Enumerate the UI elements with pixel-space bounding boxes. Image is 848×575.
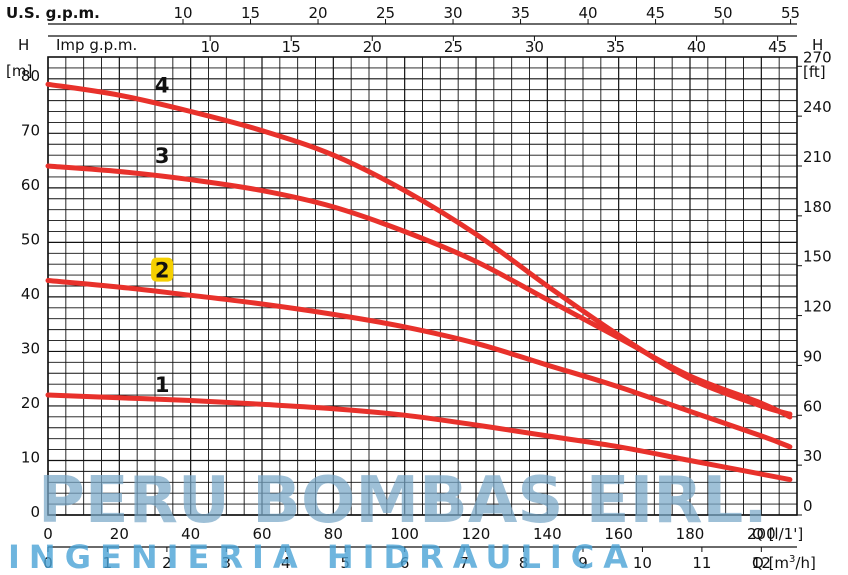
unit-superscript: 3: [789, 554, 795, 565]
tick-label-right: 240: [803, 98, 832, 116]
series-line-4: [45, 81, 793, 417]
unit-suffix: /h]: [795, 554, 815, 572]
curve-label-4: 4: [155, 73, 170, 97]
tick-label-left: 80: [21, 67, 40, 85]
tick-label-m3h: 11: [692, 554, 711, 572]
left-axis-unit: [m]: [6, 62, 32, 80]
curve-label-highlight: [151, 257, 174, 282]
watermark-company: PERU BOMBAS EIRL.: [38, 464, 768, 538]
tick-label-right: 270: [803, 48, 832, 66]
tick-label-m3h: 4: [281, 554, 291, 572]
tick-label-usgpm: 40: [579, 4, 598, 22]
tick-label-lmin: 180: [676, 525, 705, 543]
tick-label-usgpm: 55: [781, 4, 800, 22]
tick-label-m3h: 2: [162, 554, 172, 572]
top-axis-impgpm-label: Imp g.p.m.: [56, 36, 137, 54]
tick-label-impgpm: 40: [687, 38, 706, 56]
tick-label-impgpm: 20: [363, 38, 382, 56]
tick-label-impgpm: 15: [282, 38, 301, 56]
tick-label-left: 70: [21, 121, 40, 139]
tick-label-impgpm: 30: [525, 38, 544, 56]
tick-label-m3h: 12: [752, 554, 771, 572]
curve-label-2: 2: [155, 259, 170, 283]
tick-label-usgpm: 10: [173, 4, 192, 22]
curve-label-3: 3: [155, 144, 170, 168]
tick-label-usgpm: 20: [308, 4, 327, 22]
tick-label-usgpm: 15: [241, 4, 260, 22]
watermark: PERU BOMBAS EIRL. INGENIERIA HIDRAULICA: [8, 464, 768, 575]
tick-label-left: 30: [21, 339, 40, 357]
tick-label-lmin: 40: [181, 525, 200, 543]
tick-label-m3h: 9: [578, 554, 588, 572]
tick-label-m3h: 7: [459, 554, 469, 572]
tick-label-left: 40: [21, 285, 40, 303]
chart-grid: [47, 56, 798, 516]
tick-label-usgpm: 45: [646, 4, 665, 22]
tick-label-usgpm: 50: [714, 4, 733, 22]
tick-label-impgpm: 25: [444, 38, 463, 56]
tick-label-lmin: 20: [110, 525, 129, 543]
right-axis-label: H: [812, 36, 823, 54]
tick-label-right: 30: [803, 447, 822, 465]
left-axis-label: H: [18, 36, 29, 54]
series-line-1: [45, 392, 793, 483]
tick-label-right: 60: [803, 397, 822, 415]
tick-label-left: 20: [21, 394, 40, 412]
tick-label-left: 50: [21, 230, 40, 248]
top-axis-usgpm-label: U.S. g.p.m.: [6, 4, 100, 22]
tick-label-m3h: 1: [103, 554, 113, 572]
tick-label-m3h: 8: [519, 554, 529, 572]
tick-label-right: 180: [803, 198, 832, 216]
tick-label-lmin: 100: [390, 525, 419, 543]
tick-label-m3h: 5: [340, 554, 350, 572]
tick-label-usgpm: 30: [443, 4, 462, 22]
bottom-axis-m3h-label: Q [m3/h]: [752, 554, 816, 572]
tick-label-m3h: 6: [400, 554, 410, 572]
watermark-subtitle: INGENIERIA HIDRAULICA: [8, 538, 637, 575]
tick-label-impgpm: 45: [768, 38, 787, 56]
plot-frame: [47, 56, 798, 516]
tick-label-lmin: 80: [324, 525, 343, 543]
series-line-2: [45, 278, 793, 450]
tick-label-lmin: 160: [604, 525, 633, 543]
tick-label-left: 0: [30, 503, 40, 521]
tick-label-right: 150: [803, 248, 832, 266]
tick-label-impgpm: 10: [201, 38, 220, 56]
tick-label-m3h: 10: [633, 554, 652, 572]
tick-label-right: 90: [803, 347, 822, 365]
tick-label-usgpm: 35: [511, 4, 530, 22]
tick-label-lmin: 60: [252, 525, 271, 543]
tick-label-right: 120: [803, 298, 832, 316]
bottom-axis-lmin-label: Q [l/1']: [752, 525, 803, 543]
right-axis-unit: [ft]: [803, 63, 826, 81]
tick-label-right: 0: [803, 497, 813, 515]
curve-labels: 1 2 3 4: [151, 73, 174, 397]
curve-label-1: 1: [155, 373, 170, 397]
tick-label-right: 210: [803, 148, 832, 166]
tick-label-m3h: 0: [43, 554, 53, 572]
tick-label-left: 60: [21, 176, 40, 194]
tick-label-impgpm: 35: [606, 38, 625, 56]
tick-label-usgpm: 25: [376, 4, 395, 22]
tick-label-lmin: 0: [43, 525, 53, 543]
tick-label-m3h: 3: [222, 554, 232, 572]
chart-series: [45, 81, 793, 483]
tick-label-left: 10: [21, 448, 40, 466]
tick-label-lmin: 120: [462, 525, 491, 543]
tick-label-lmin: 140: [533, 525, 562, 543]
tick-label-lmin: 200: [747, 525, 776, 543]
